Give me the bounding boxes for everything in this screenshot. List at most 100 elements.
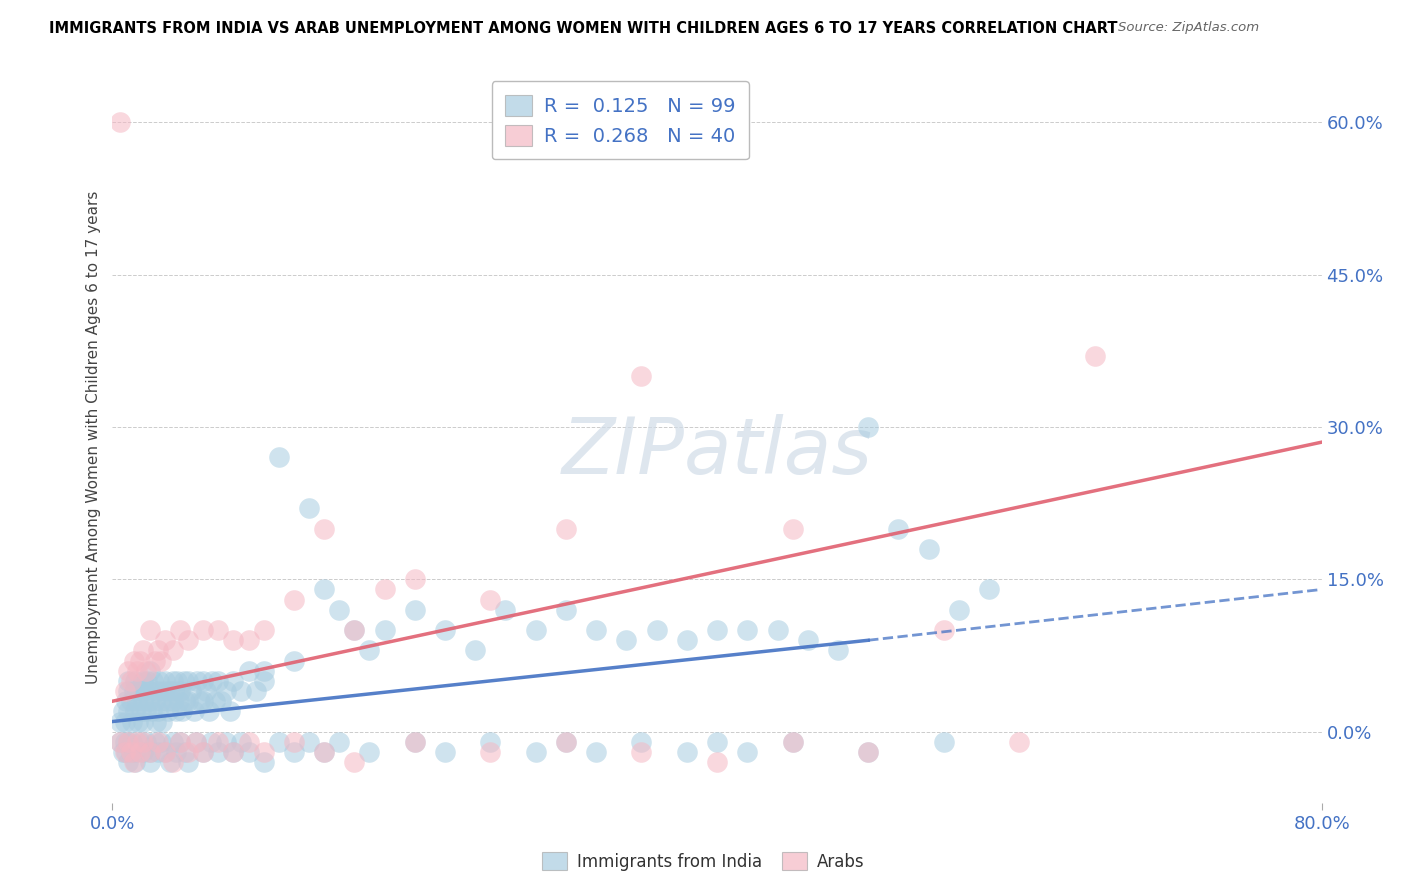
- Point: [229, 735, 252, 749]
- Y-axis label: Unemployment Among Women with Children Ages 6 to 17 years: Unemployment Among Women with Children A…: [86, 190, 101, 684]
- Point: [630, 369, 652, 384]
- Point: [215, 735, 238, 749]
- Point: [173, 673, 195, 688]
- Point: [737, 745, 759, 759]
- Point: [554, 735, 576, 749]
- Point: [267, 735, 290, 749]
- Point: [114, 745, 136, 759]
- Point: [162, 735, 184, 749]
- Point: [117, 664, 139, 678]
- Point: [585, 745, 607, 759]
- Point: [283, 654, 305, 668]
- Point: [215, 684, 238, 698]
- Point: [222, 745, 245, 759]
- Point: [374, 623, 396, 637]
- Point: [124, 705, 146, 719]
- Point: [479, 592, 502, 607]
- Point: [162, 643, 184, 657]
- Point: [143, 654, 166, 668]
- Point: [108, 735, 131, 749]
- Point: [932, 623, 955, 637]
- Point: [645, 623, 668, 637]
- Point: [122, 684, 145, 698]
- Point: [343, 623, 366, 637]
- Point: [222, 745, 245, 759]
- Point: [156, 694, 179, 708]
- Point: [253, 755, 276, 769]
- Point: [174, 745, 197, 759]
- Point: [125, 694, 148, 708]
- Point: [782, 735, 804, 749]
- Point: [177, 745, 200, 759]
- Point: [169, 735, 191, 749]
- Point: [115, 694, 138, 708]
- Point: [115, 745, 138, 759]
- Point: [207, 673, 229, 688]
- Point: [127, 714, 149, 729]
- Point: [114, 714, 136, 729]
- Point: [143, 694, 166, 708]
- Point: [253, 623, 276, 637]
- Point: [706, 735, 728, 749]
- Legend: R =  0.125   N = 99, R =  0.268   N = 40: R = 0.125 N = 99, R = 0.268 N = 40: [492, 81, 749, 160]
- Point: [191, 745, 214, 759]
- Point: [132, 643, 155, 657]
- Point: [1008, 735, 1031, 749]
- Point: [177, 673, 200, 688]
- Point: [157, 705, 180, 719]
- Point: [120, 694, 142, 708]
- Point: [139, 684, 162, 698]
- Point: [135, 705, 157, 719]
- Point: [253, 745, 276, 759]
- Point: [153, 684, 176, 698]
- Point: [177, 694, 200, 708]
- Point: [524, 745, 547, 759]
- Point: [166, 673, 188, 688]
- Point: [207, 623, 229, 637]
- Point: [149, 654, 172, 668]
- Point: [162, 755, 184, 769]
- Point: [630, 735, 652, 749]
- Point: [404, 735, 426, 749]
- Point: [267, 450, 290, 465]
- Point: [155, 673, 177, 688]
- Point: [238, 664, 260, 678]
- Point: [141, 705, 163, 719]
- Point: [856, 745, 880, 759]
- Point: [146, 684, 169, 698]
- Point: [167, 694, 190, 708]
- Point: [159, 755, 181, 769]
- Point: [796, 633, 818, 648]
- Point: [433, 745, 456, 759]
- Point: [120, 745, 142, 759]
- Point: [170, 705, 193, 719]
- Point: [138, 694, 160, 708]
- Point: [359, 643, 381, 657]
- Point: [139, 664, 162, 678]
- Point: [155, 633, 177, 648]
- Point: [149, 735, 172, 749]
- Point: [630, 745, 652, 759]
- Point: [328, 735, 350, 749]
- Point: [195, 684, 218, 698]
- Point: [139, 623, 162, 637]
- Point: [145, 714, 167, 729]
- Legend: Immigrants from India, Arabs: Immigrants from India, Arabs: [533, 844, 873, 880]
- Point: [177, 755, 200, 769]
- Point: [139, 755, 162, 769]
- Point: [737, 623, 759, 637]
- Point: [146, 643, 169, 657]
- Point: [298, 501, 321, 516]
- Point: [124, 755, 146, 769]
- Point: [314, 745, 336, 759]
- Point: [283, 745, 305, 759]
- Point: [207, 735, 229, 749]
- Point: [856, 420, 880, 434]
- Point: [146, 735, 169, 749]
- Point: [159, 684, 181, 698]
- Point: [314, 582, 336, 597]
- Point: [948, 603, 970, 617]
- Point: [132, 714, 155, 729]
- Point: [117, 673, 139, 688]
- Point: [120, 673, 142, 688]
